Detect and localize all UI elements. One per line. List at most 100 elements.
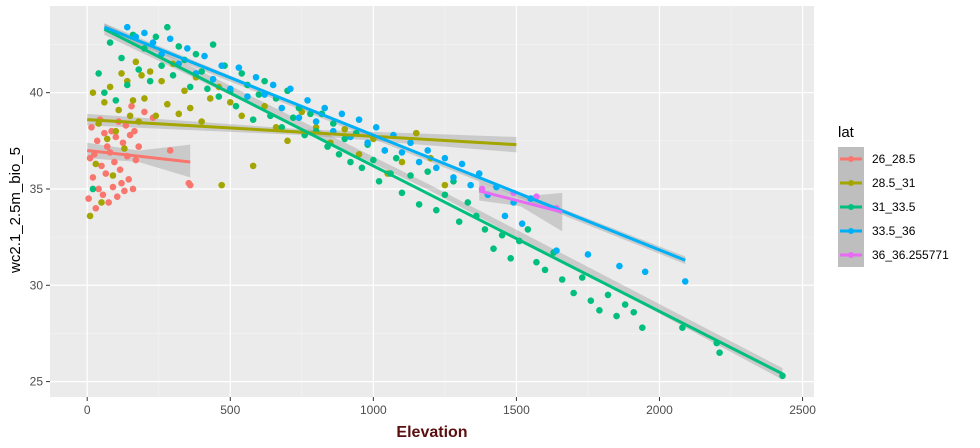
data-point — [252, 73, 260, 81]
data-point — [215, 93, 223, 100]
data-point — [335, 151, 343, 158]
data-point — [121, 145, 128, 152]
data-point — [455, 218, 463, 226]
data-point — [92, 204, 100, 212]
data-point — [596, 307, 603, 314]
data-point — [86, 212, 94, 220]
data-point — [109, 183, 117, 191]
fit-line — [103, 25, 686, 262]
data-point — [109, 172, 117, 179]
legend-label: 33.5_36 — [872, 224, 916, 238]
data-point — [112, 127, 120, 135]
data-point — [372, 124, 380, 131]
data-point — [407, 172, 414, 179]
data-point — [119, 139, 127, 147]
legend-title: lat — [838, 124, 855, 141]
data-point — [261, 102, 268, 110]
legend-label: 36_36.255771 — [872, 248, 949, 262]
fit-lines — [87, 25, 784, 376]
data-point — [126, 131, 134, 139]
data-point — [584, 251, 592, 258]
data-point — [123, 81, 131, 89]
data-point — [95, 185, 102, 193]
data-point — [86, 154, 94, 162]
data-point — [312, 118, 320, 125]
data-point — [201, 52, 208, 60]
data-point — [355, 151, 363, 158]
data-point — [355, 116, 363, 123]
data-point — [341, 135, 349, 143]
x-tick-label: 1000 — [360, 403, 387, 417]
legend-label: 31_33.5 — [872, 200, 916, 214]
data-point — [261, 77, 268, 85]
data-point — [415, 201, 423, 208]
data-point — [164, 100, 171, 108]
data-point — [218, 62, 225, 70]
data-point — [249, 116, 257, 123]
data-point — [132, 58, 140, 66]
data-point — [101, 99, 108, 106]
data-point — [105, 199, 112, 206]
data-point — [424, 147, 432, 154]
data-point — [206, 95, 214, 102]
data-point — [89, 89, 97, 96]
data-point — [115, 106, 122, 114]
data-point — [347, 158, 354, 166]
data-point — [93, 137, 101, 145]
data-point — [186, 181, 194, 189]
data-point — [158, 62, 165, 70]
data-point — [570, 289, 577, 297]
data-point — [269, 81, 277, 89]
data-point — [175, 110, 183, 118]
data-point — [578, 274, 586, 281]
data-point — [533, 258, 540, 266]
data-point — [152, 33, 160, 41]
data-point — [132, 156, 140, 164]
data-point — [441, 154, 449, 162]
data-point — [407, 139, 414, 147]
data-point — [464, 199, 472, 206]
data-point — [524, 226, 532, 233]
data-point — [338, 110, 346, 118]
data-point — [106, 83, 114, 91]
data-point — [613, 312, 620, 320]
data-point — [121, 187, 128, 195]
legend-key-point — [848, 252, 854, 258]
data-point — [103, 143, 111, 150]
data-point — [102, 170, 110, 177]
data-point — [412, 129, 420, 137]
data-point — [415, 158, 423, 166]
data-point — [98, 162, 105, 170]
fit-line — [103, 27, 784, 376]
data-point — [604, 291, 612, 299]
data-point — [131, 127, 138, 135]
data-point — [507, 255, 514, 262]
data-point — [198, 118, 205, 125]
data-point — [450, 174, 457, 181]
x-tick-label: 2500 — [789, 403, 816, 417]
data-point — [175, 43, 183, 50]
x-tick-label: 500 — [220, 403, 240, 417]
data-point — [295, 114, 303, 122]
data-point — [278, 104, 286, 112]
data-point — [112, 133, 120, 141]
data-point — [232, 102, 240, 110]
data-point — [255, 91, 263, 98]
data-point — [149, 39, 157, 46]
data-point — [152, 112, 160, 120]
data-points — [85, 23, 786, 380]
y-axis-title: wc2.1_2.5m_bio_5 — [7, 147, 24, 274]
data-point — [541, 266, 549, 274]
data-point — [113, 193, 121, 200]
data-point — [467, 181, 474, 189]
legend-label: 28.5_31 — [872, 176, 916, 190]
data-point — [370, 156, 377, 164]
y-tick-label: 40 — [30, 86, 44, 100]
data-point — [209, 75, 217, 83]
data-point — [129, 185, 137, 193]
data-point — [424, 168, 432, 175]
data-point — [432, 206, 440, 214]
x-axis-title: Elevation — [396, 424, 467, 441]
data-point — [89, 174, 97, 181]
data-point — [398, 189, 406, 197]
